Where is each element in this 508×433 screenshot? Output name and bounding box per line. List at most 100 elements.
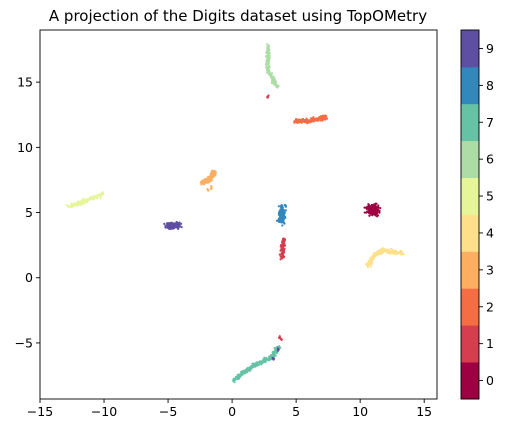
data-point — [96, 194, 99, 197]
data-point — [164, 226, 167, 229]
data-point — [180, 222, 183, 225]
data-point — [402, 252, 405, 255]
colorbar-segment-4 — [461, 214, 479, 252]
data-point — [85, 199, 88, 202]
data-point — [163, 222, 166, 225]
data-point — [80, 199, 83, 202]
data-point — [165, 222, 169, 225]
data-point — [76, 201, 79, 204]
data-point — [253, 362, 256, 365]
data-point — [67, 206, 70, 209]
data-point — [371, 255, 374, 258]
data-point — [267, 359, 271, 362]
data-point — [282, 212, 285, 215]
data-point — [265, 60, 268, 63]
x-tick-label: −10 — [91, 404, 117, 419]
y-tick-label: 10 — [17, 140, 33, 155]
data-point — [400, 250, 403, 253]
data-point — [213, 170, 216, 173]
colorbar-segment-2 — [461, 288, 479, 326]
data-point — [271, 77, 274, 80]
data-point — [390, 247, 393, 251]
y-tick-label: 5 — [25, 205, 33, 220]
data-point — [279, 245, 282, 248]
data-point — [273, 76, 276, 80]
data-point — [281, 240, 284, 243]
data-point — [280, 220, 283, 223]
data-point — [275, 352, 278, 355]
data-point — [278, 336, 281, 340]
data-point — [390, 250, 393, 253]
data-point — [267, 47, 270, 50]
data-point — [395, 250, 398, 253]
data-point — [271, 354, 274, 357]
cluster-4 — [365, 247, 405, 269]
data-point — [210, 170, 213, 174]
data-point — [89, 197, 92, 200]
data-point — [268, 52, 271, 55]
data-point — [367, 210, 370, 214]
data-point — [166, 226, 169, 229]
data-point — [375, 210, 378, 213]
cluster-8 — [275, 203, 288, 227]
data-point — [266, 57, 269, 60]
colorbar-tick-label: 0 — [486, 373, 494, 388]
cluster-2 — [293, 114, 329, 125]
data-point — [88, 199, 91, 202]
data-point — [387, 248, 390, 251]
data-point — [267, 65, 270, 69]
data-point — [376, 252, 379, 255]
data-point — [379, 206, 382, 210]
data-point — [249, 365, 252, 368]
data-point — [397, 251, 400, 254]
data-point — [175, 220, 178, 224]
data-point — [310, 118, 313, 121]
data-point — [382, 248, 385, 252]
data-point — [367, 206, 370, 210]
data-point — [322, 116, 326, 119]
data-point — [323, 118, 327, 121]
colorbar-tick-label: 7 — [486, 115, 494, 130]
data-point — [296, 121, 299, 124]
x-axis: −15 −10 −5 0 5 10 15 — [27, 399, 432, 419]
data-point — [318, 118, 321, 121]
data-point — [101, 192, 104, 195]
data-point — [363, 211, 366, 214]
chart-title: A projection of the Digits dataset using… — [49, 7, 427, 25]
data-point — [375, 251, 378, 255]
y-tick-label: 0 — [25, 270, 33, 285]
data-point — [99, 197, 102, 200]
data-point — [375, 202, 378, 205]
data-point — [280, 256, 284, 259]
data-point — [272, 75, 275, 78]
data-point — [311, 119, 314, 123]
data-point — [282, 256, 285, 259]
data-point — [165, 224, 169, 227]
data-point — [370, 209, 373, 212]
data-point — [266, 45, 270, 48]
data-point — [273, 351, 276, 354]
data-point — [209, 187, 213, 190]
data-point — [261, 362, 264, 365]
colorbar-tick-label: 3 — [486, 262, 494, 277]
data-point — [234, 378, 237, 381]
colorbar-frame — [460, 29, 480, 400]
data-point — [293, 119, 297, 123]
data-point — [271, 356, 274, 359]
data-point — [280, 216, 284, 220]
data-point — [73, 202, 76, 205]
colorbar-tick-label: 5 — [486, 189, 494, 204]
data-point — [82, 200, 85, 203]
data-point — [279, 258, 282, 261]
data-point — [175, 226, 178, 229]
y-tick-label: −5 — [15, 335, 33, 350]
data-point — [210, 177, 213, 181]
data-point — [173, 223, 176, 226]
cluster-9 — [163, 220, 280, 361]
data-point — [315, 119, 318, 122]
data-point — [171, 226, 174, 229]
data-point — [372, 203, 376, 206]
colorbar-segment-5 — [461, 177, 479, 215]
data-point — [283, 244, 286, 247]
